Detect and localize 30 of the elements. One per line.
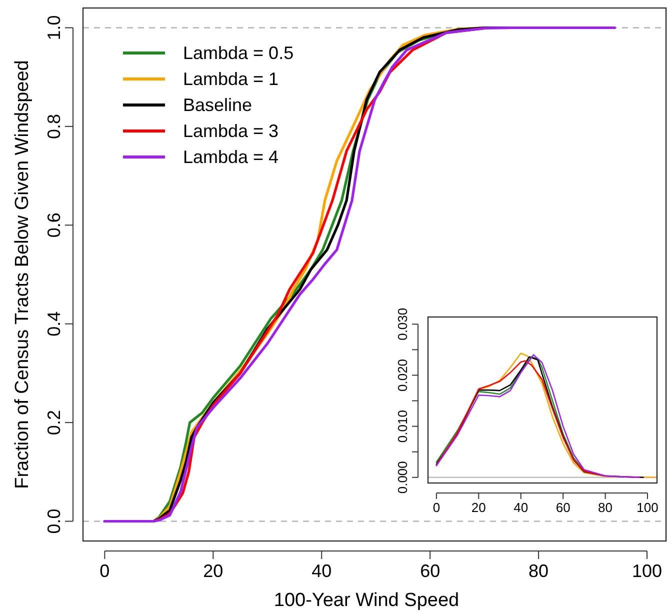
x-tick-label: 80 [528, 561, 549, 581]
x-tick-label: 20 [471, 500, 486, 515]
line-series [103, 26, 616, 523]
x-tick-label: 60 [556, 500, 570, 515]
y-tick-label: 0.4 [44, 311, 64, 336]
y-tick-label: 0.2 [44, 410, 64, 436]
x-tick-label: 20 [203, 561, 224, 581]
legend-label: Lambda = 0.5 [183, 43, 294, 63]
x-tick-label: 100 [632, 561, 662, 581]
y-axis-title: Fraction of Census Tracts Below Given Windspeed [12, 60, 33, 489]
legend-label: Lambda = 3 [183, 121, 279, 141]
y-tick-label: 0.020 [395, 358, 410, 392]
legend-label: Lambda = 1 [183, 69, 279, 89]
x-tick-label: 40 [312, 561, 332, 581]
y-tick-label: 0.030 [395, 308, 410, 340]
y-tick-label: 0.8 [44, 114, 64, 139]
x-axis-title: 100-Year Wind Speed [274, 590, 460, 611]
legend-label: Baseline [183, 95, 252, 115]
legend-label: Lambda = 4 [183, 147, 279, 167]
y-tick-label: 1.0 [44, 15, 64, 40]
x-tick-label: 40 [514, 500, 528, 515]
x-tick-label: 0 [432, 500, 440, 515]
y-tick-label: 0.010 [395, 410, 410, 443]
y-tick-label: 0.000 [395, 461, 410, 494]
x-tick-label: 80 [598, 500, 613, 515]
y-tick-label: 0.0 [44, 508, 64, 534]
y-tick-label: 0.6 [44, 212, 64, 238]
x-tick-label: 60 [420, 561, 440, 581]
x-tick-label: 100 [636, 500, 658, 515]
x-tick-label: 0 [100, 561, 110, 581]
